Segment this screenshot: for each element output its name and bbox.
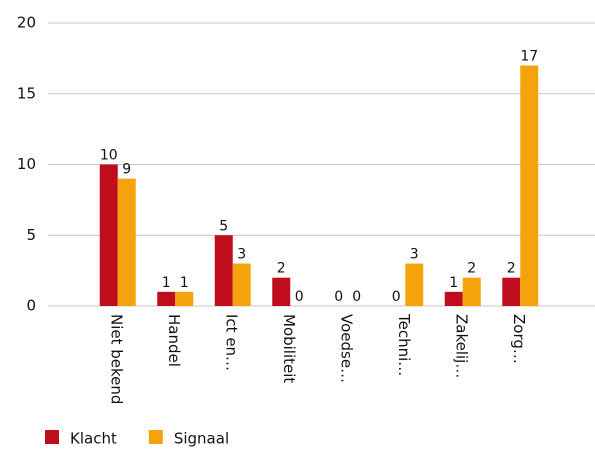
bar (520, 65, 539, 306)
value-label: 1 (162, 275, 171, 291)
x-tick-label: Voedse… (337, 314, 355, 383)
value-label: 0 (392, 289, 401, 305)
legend-label: Klacht (70, 430, 117, 448)
value-label: 2 (467, 261, 476, 277)
value-label: 1 (180, 275, 189, 291)
bar (232, 263, 251, 306)
bar (462, 277, 481, 306)
value-label: 0 (334, 289, 343, 305)
value-label: 17 (520, 48, 538, 64)
value-label: 0 (352, 289, 361, 305)
legend-label: Signaal (174, 430, 229, 448)
bar (405, 263, 424, 306)
value-label: 10 (100, 148, 118, 164)
value-label: 9 (122, 162, 131, 178)
value-label: 3 (237, 247, 246, 263)
x-tick-label: Zakelij… (452, 314, 470, 378)
bar (99, 164, 118, 306)
x-tick-label: Ict en… (222, 314, 240, 371)
x-tick-label: Zorg… (510, 314, 528, 364)
value-label: 0 (295, 289, 304, 305)
y-tick-label: 5 (26, 226, 36, 244)
bar (175, 291, 194, 306)
y-tick-label: 0 (26, 297, 36, 315)
x-tick-label: Handel (165, 314, 183, 367)
value-label: 5 (219, 218, 228, 234)
bar (117, 178, 136, 306)
value-label: 3 (410, 247, 419, 263)
legend-swatch (45, 430, 59, 444)
bar (157, 291, 176, 306)
bar (444, 291, 463, 306)
bar (214, 235, 233, 306)
y-tick-label: 20 (17, 14, 36, 32)
x-tick-label: Mobiliteit (280, 314, 298, 383)
x-tick-label: Niet bekend (107, 314, 125, 404)
y-tick-label: 10 (17, 155, 36, 173)
x-tick-label: Techni… (395, 313, 413, 376)
bar (502, 277, 521, 306)
value-label: 2 (277, 261, 286, 277)
value-label: 1 (449, 275, 458, 291)
y-tick-label: 15 (17, 84, 36, 102)
legend-swatch (148, 430, 163, 444)
value-label: 2 (507, 261, 516, 277)
bar (272, 277, 291, 306)
